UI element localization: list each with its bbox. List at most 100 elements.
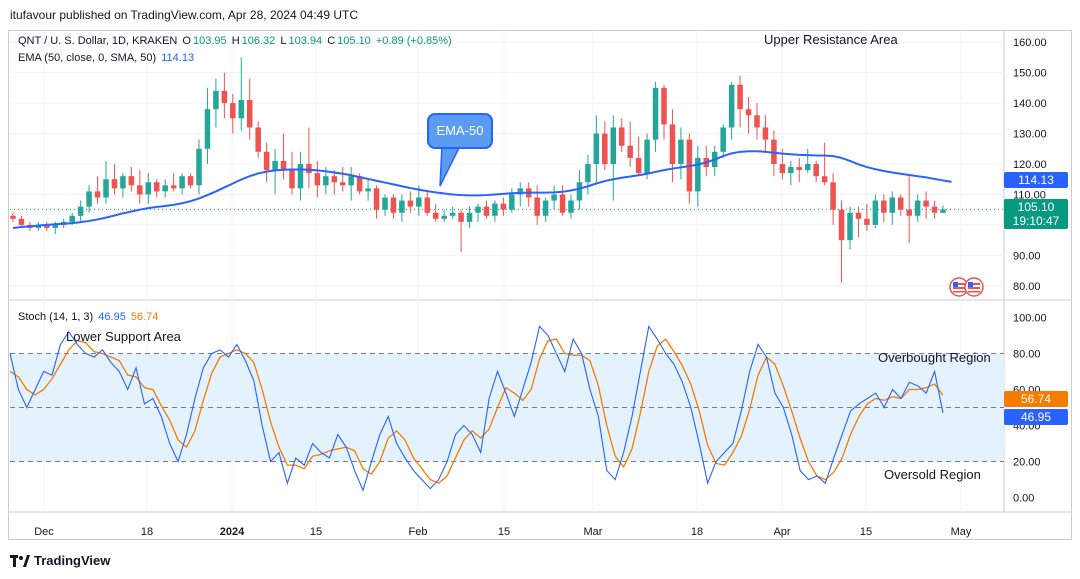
candle-body bbox=[517, 188, 524, 195]
candle-body bbox=[804, 164, 811, 171]
candle-body bbox=[263, 151, 270, 171]
candle-body bbox=[120, 176, 126, 189]
candle-body bbox=[204, 109, 211, 149]
price-change: +0.89 (+0.85%) bbox=[375, 35, 452, 47]
time-tick-label: May bbox=[951, 526, 972, 538]
candle-body bbox=[230, 103, 236, 119]
symbol-label[interactable]: QNT / U. S. Dollar, 1D, KRAKEN bbox=[18, 35, 178, 47]
candle-body bbox=[238, 100, 245, 119]
candle-body bbox=[610, 127, 617, 164]
candle-body bbox=[280, 160, 287, 171]
candle-body bbox=[509, 194, 515, 210]
candle-body bbox=[306, 164, 312, 174]
ohlc-open-label: O bbox=[182, 35, 191, 47]
candle-body bbox=[796, 167, 803, 171]
candle-body bbox=[373, 188, 380, 210]
candle-body bbox=[889, 197, 896, 213]
price-tick-label: 120.00 bbox=[1013, 159, 1047, 171]
candle-body bbox=[855, 212, 862, 219]
callout-pointer bbox=[439, 146, 461, 187]
candle-body bbox=[424, 197, 431, 213]
tradingview-footer[interactable]: TradingView bbox=[10, 553, 110, 568]
candle-body bbox=[314, 173, 321, 186]
candle-body bbox=[86, 191, 92, 207]
candle-body bbox=[678, 139, 684, 164]
stoch-k-tag: 46.95 bbox=[1004, 409, 1068, 425]
time-tick-label: 15 bbox=[498, 526, 510, 538]
ohlc-close-label: C bbox=[327, 35, 336, 47]
candle-body bbox=[145, 182, 152, 195]
stoch-legend: Stoch (14, 1, 3) 46.95 56.74 bbox=[18, 311, 160, 323]
candle-body bbox=[255, 127, 261, 152]
candle-body bbox=[602, 133, 608, 164]
ohlc-close-value: 105.10 bbox=[337, 35, 371, 47]
candle-body bbox=[940, 209, 946, 213]
candle-body bbox=[568, 200, 574, 213]
candle-body bbox=[162, 185, 168, 192]
price-tick-label: 140.00 bbox=[1013, 98, 1047, 110]
candle-body bbox=[10, 215, 16, 219]
candle-body bbox=[830, 182, 836, 210]
time-tick-label: Dec bbox=[34, 526, 54, 538]
ema-price-tag: 114.13 bbox=[1004, 172, 1068, 188]
stoch-label[interactable]: Stoch (14, 1, 3) bbox=[18, 311, 94, 323]
candle-body bbox=[559, 194, 566, 213]
ohlc-high-value: 106.32 bbox=[241, 35, 276, 47]
candle-body bbox=[382, 197, 388, 210]
candle-body bbox=[745, 109, 752, 116]
upper-resistance-label: Upper Resistance Area bbox=[764, 32, 898, 47]
candle-body bbox=[720, 127, 726, 152]
candle-body bbox=[128, 176, 135, 186]
candle-body bbox=[500, 203, 507, 210]
candle-body bbox=[18, 218, 25, 225]
candle-body bbox=[52, 224, 59, 228]
time-tick-label: Apr bbox=[773, 526, 790, 538]
candle-body bbox=[390, 197, 397, 213]
candle-body bbox=[897, 197, 904, 210]
candle-body bbox=[576, 182, 583, 201]
candle-body bbox=[356, 176, 363, 192]
candle-body bbox=[644, 139, 650, 174]
price-tick-label: 130.00 bbox=[1013, 129, 1047, 141]
candle-body bbox=[813, 164, 819, 177]
stoch-layer bbox=[9, 324, 944, 493]
ohlc-high-label: H bbox=[231, 35, 240, 47]
stoch-tick-label: 20.00 bbox=[1013, 457, 1041, 469]
candle-body bbox=[914, 200, 921, 216]
ema-label[interactable]: EMA (50, close, 0, SMA, 50) bbox=[18, 52, 157, 64]
candle-body bbox=[821, 176, 828, 183]
ema-layer bbox=[12, 150, 952, 229]
time-tick-label: Feb bbox=[409, 526, 428, 538]
candle-body bbox=[77, 206, 84, 216]
stoch-tick-label: 0.00 bbox=[1013, 493, 1034, 505]
time-tick-label: 15 bbox=[310, 526, 322, 538]
candle-body bbox=[221, 90, 228, 104]
chart-frame bbox=[8, 30, 1072, 540]
ema-legend: EMA (50, close, 0, SMA, 50) 114.13 bbox=[18, 52, 196, 64]
candle-body bbox=[728, 84, 735, 128]
time-tick-label: 18 bbox=[691, 526, 703, 538]
candle-body bbox=[458, 212, 464, 222]
candle-body bbox=[618, 127, 625, 146]
candle-body bbox=[635, 157, 642, 174]
candle-body bbox=[475, 206, 481, 213]
candle-body bbox=[847, 212, 853, 241]
price-tick-label: 160.00 bbox=[1013, 37, 1047, 49]
candle-body bbox=[762, 127, 769, 140]
candle-body bbox=[323, 176, 329, 186]
candle-body bbox=[923, 200, 929, 207]
candle-body bbox=[542, 200, 549, 216]
candle-body bbox=[432, 212, 439, 219]
ohlc-open-value: 103.95 bbox=[192, 35, 227, 47]
ema-50-callout[interactable]: EMA-50 bbox=[427, 113, 493, 149]
stoch-tick-label: 80.00 bbox=[1013, 348, 1041, 360]
candle-body bbox=[652, 87, 659, 140]
ohlc-low-value: 103.94 bbox=[288, 35, 323, 47]
bar-countdown: 19:10:47 bbox=[1012, 214, 1060, 228]
stoch-k-line bbox=[9, 324, 944, 493]
candle-body bbox=[906, 209, 912, 216]
us-flag-events-icon[interactable] bbox=[949, 277, 985, 297]
candles-layer bbox=[10, 57, 946, 283]
candle-body bbox=[872, 200, 879, 225]
